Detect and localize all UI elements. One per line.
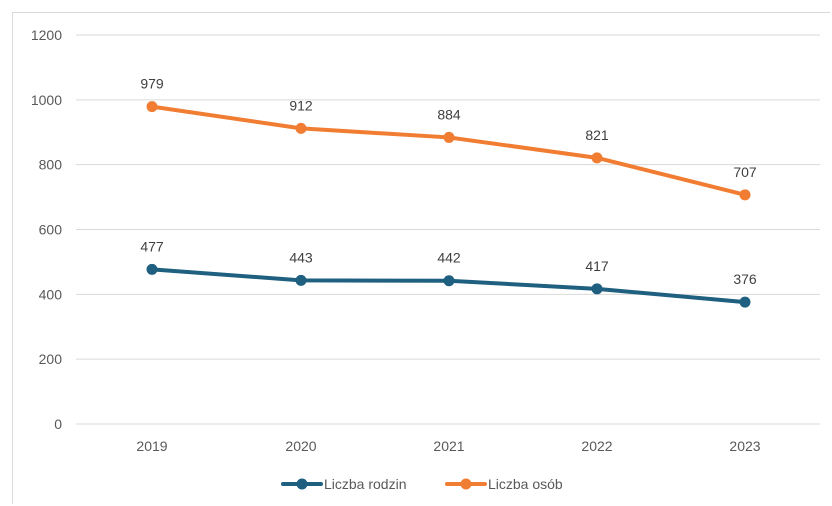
- data-label-liczba-osob: 979: [140, 76, 164, 92]
- data-label-liczba-osob: 821: [585, 127, 609, 143]
- y-tick-label: 1200: [31, 27, 62, 43]
- legend[interactable]: Liczba rodzin Liczba osób: [281, 476, 563, 492]
- x-tick-label: 2019: [136, 438, 167, 454]
- data-label-liczba-rodzin: 417: [585, 258, 609, 274]
- legend-swatch-marker: [460, 478, 472, 490]
- frame-border-top: [12, 12, 830, 13]
- y-tick-label: 0: [54, 416, 62, 432]
- data-label-liczba-osob: 884: [437, 106, 461, 122]
- y-tick-label: 200: [39, 351, 63, 367]
- series-group: [146, 101, 751, 308]
- x-tick-label: 2022: [581, 438, 612, 454]
- y-tick-label: 600: [39, 222, 63, 238]
- data-label-liczba-rodzin: 477: [140, 238, 164, 254]
- data-label-liczba-rodzin: 376: [733, 271, 757, 287]
- data-point-liczba-rodzin[interactable]: [591, 283, 603, 295]
- y-tick-label: 1000: [31, 92, 62, 108]
- data-point-liczba-rodzin[interactable]: [295, 274, 307, 286]
- data-point-liczba-rodzin[interactable]: [146, 263, 158, 275]
- y-tick-label: 800: [39, 157, 63, 173]
- data-label-liczba-rodzin: 442: [437, 250, 461, 266]
- frame-border-left: [12, 12, 13, 504]
- data-point-liczba-osob[interactable]: [591, 152, 603, 164]
- data-point-liczba-osob[interactable]: [443, 131, 455, 143]
- x-tick-label: 2020: [285, 438, 316, 454]
- y-tick-label: 400: [39, 286, 63, 302]
- legend-label: Liczba rodzin: [324, 476, 407, 492]
- x-tick-label: 2023: [729, 438, 760, 454]
- data-point-liczba-osob[interactable]: [146, 101, 158, 113]
- x-tick-label: 2021: [433, 438, 464, 454]
- data-point-liczba-osob[interactable]: [739, 189, 751, 201]
- data-point-liczba-rodzin[interactable]: [739, 296, 751, 308]
- legend-swatch-marker: [296, 478, 308, 490]
- data-point-liczba-rodzin[interactable]: [443, 275, 455, 287]
- data-label-liczba-rodzin: 443: [289, 249, 313, 265]
- y-axis-ticks: 0 200 400 600 800 1000 1200: [31, 27, 62, 432]
- data-labels: 477 443 442 417 376 979 912 884 821 707: [140, 76, 757, 287]
- gridlines: [76, 34, 820, 425]
- x-axis-ticks: 2019 2020 2021 2022 2023: [136, 438, 760, 454]
- data-label-liczba-osob: 707: [733, 164, 757, 180]
- legend-label: Liczba osób: [488, 476, 563, 492]
- legend-item-liczba-rodzin[interactable]: Liczba rodzin: [281, 476, 407, 492]
- data-label-liczba-osob: 912: [289, 97, 313, 113]
- data-point-liczba-osob[interactable]: [295, 122, 307, 134]
- legend-item-liczba-osob[interactable]: Liczba osób: [445, 476, 563, 492]
